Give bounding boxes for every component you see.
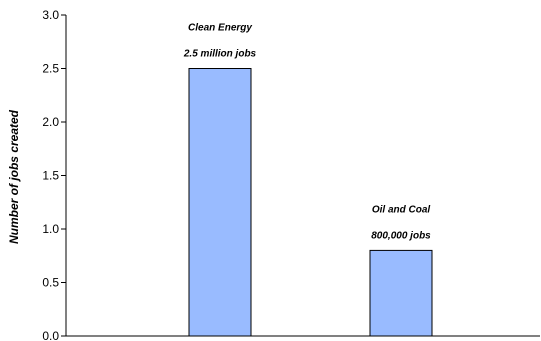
y-tick-label: 1.0 [42, 222, 59, 236]
bar-value-label: 800,000 jobs [371, 230, 431, 241]
bars [188, 68, 433, 337]
y-tick-label: 3.0 [42, 8, 59, 22]
bar-annotations: Clean Energy 2.5 million jobs Oil and Coal… [183, 23, 431, 242]
bar-oil-and-coal [369, 249, 433, 337]
y-tick-label: 0.0 [42, 329, 59, 341]
bar-value-label: 2.5 million jobs [183, 49, 257, 60]
bar-category-label: Clean Energy [188, 23, 252, 34]
bar-clean-energy [188, 68, 252, 337]
bar-category-label: Oil and Coal [372, 204, 431, 215]
y-tick-label: 0.5 [42, 276, 59, 290]
y-axis-label: Number of jobs created [7, 109, 21, 244]
y-tick-label: 2.5 [42, 62, 59, 76]
y-axis-ticks: 0.0 0.5 1.0 1.5 2.0 2.5 3.0 [42, 8, 66, 341]
y-tick-label: 1.5 [42, 169, 59, 183]
y-tick-label: 2.0 [42, 115, 59, 129]
